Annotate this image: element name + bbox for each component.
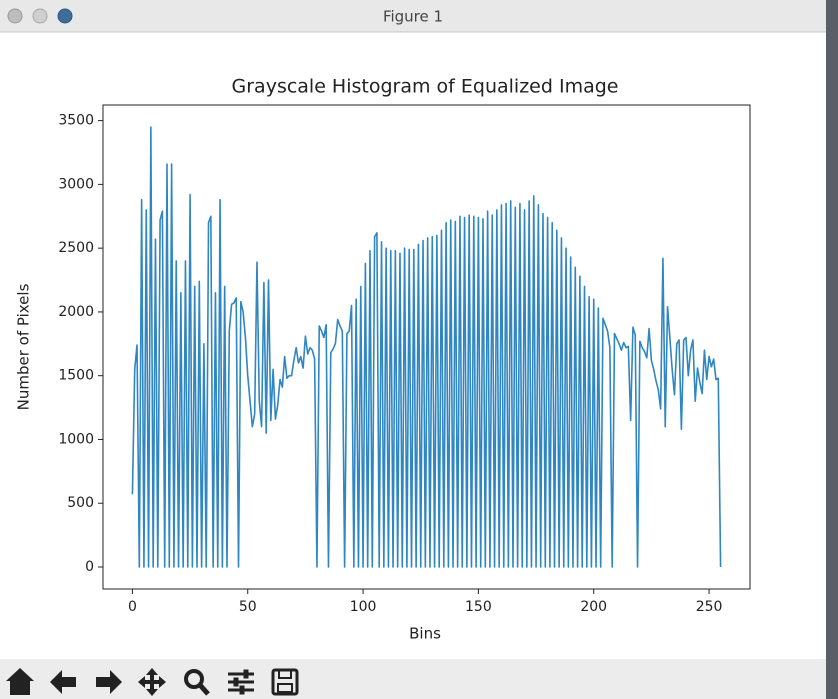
y-tick-label: 2000: [58, 304, 94, 320]
desktop-edge: [826, 0, 838, 699]
zoom-button[interactable]: [57, 8, 73, 24]
minimize-button[interactable]: [32, 8, 48, 24]
x-tick-label: 250: [696, 599, 723, 615]
x-tick-label: 200: [580, 599, 607, 615]
x-axis-label: Bins: [409, 625, 441, 643]
configure-button[interactable]: [228, 669, 254, 695]
y-tick-label: 0: [85, 559, 94, 575]
title-bar: [0, 0, 826, 32]
y-tick-label: 3500: [58, 113, 94, 129]
y-tick-label: 1000: [58, 431, 94, 447]
close-button[interactable]: [7, 8, 23, 24]
zoom-tool-button[interactable]: [184, 669, 210, 696]
save-button[interactable]: [271, 668, 299, 696]
back-button[interactable]: [50, 670, 76, 694]
forward-button[interactable]: [96, 670, 122, 694]
y-tick-label: 3000: [58, 176, 94, 192]
y-tick-label: 2500: [58, 240, 94, 256]
x-tick-label: 100: [350, 599, 377, 615]
x-tick-label: 0: [128, 599, 137, 615]
chart-title: Grayscale Histogram of Equalized Image: [232, 76, 619, 98]
window-title: Figure 1: [383, 8, 443, 26]
axes-frame: [102, 104, 751, 590]
plot: Grayscale Histogram of Equalized Image B…: [15, 76, 751, 643]
toolbar: [0, 659, 826, 699]
y-axis-label: Number of Pixels: [15, 283, 33, 410]
home-button[interactable]: [6, 668, 34, 695]
y-tick-label: 500: [67, 495, 94, 511]
data-line: [131, 126, 722, 568]
y-tick-label: 1500: [58, 368, 94, 384]
toolbar-icons: [6, 668, 299, 696]
x-tick-label: 150: [465, 599, 492, 615]
x-tick-label: 50: [239, 599, 257, 615]
pan-button[interactable]: [138, 668, 166, 696]
